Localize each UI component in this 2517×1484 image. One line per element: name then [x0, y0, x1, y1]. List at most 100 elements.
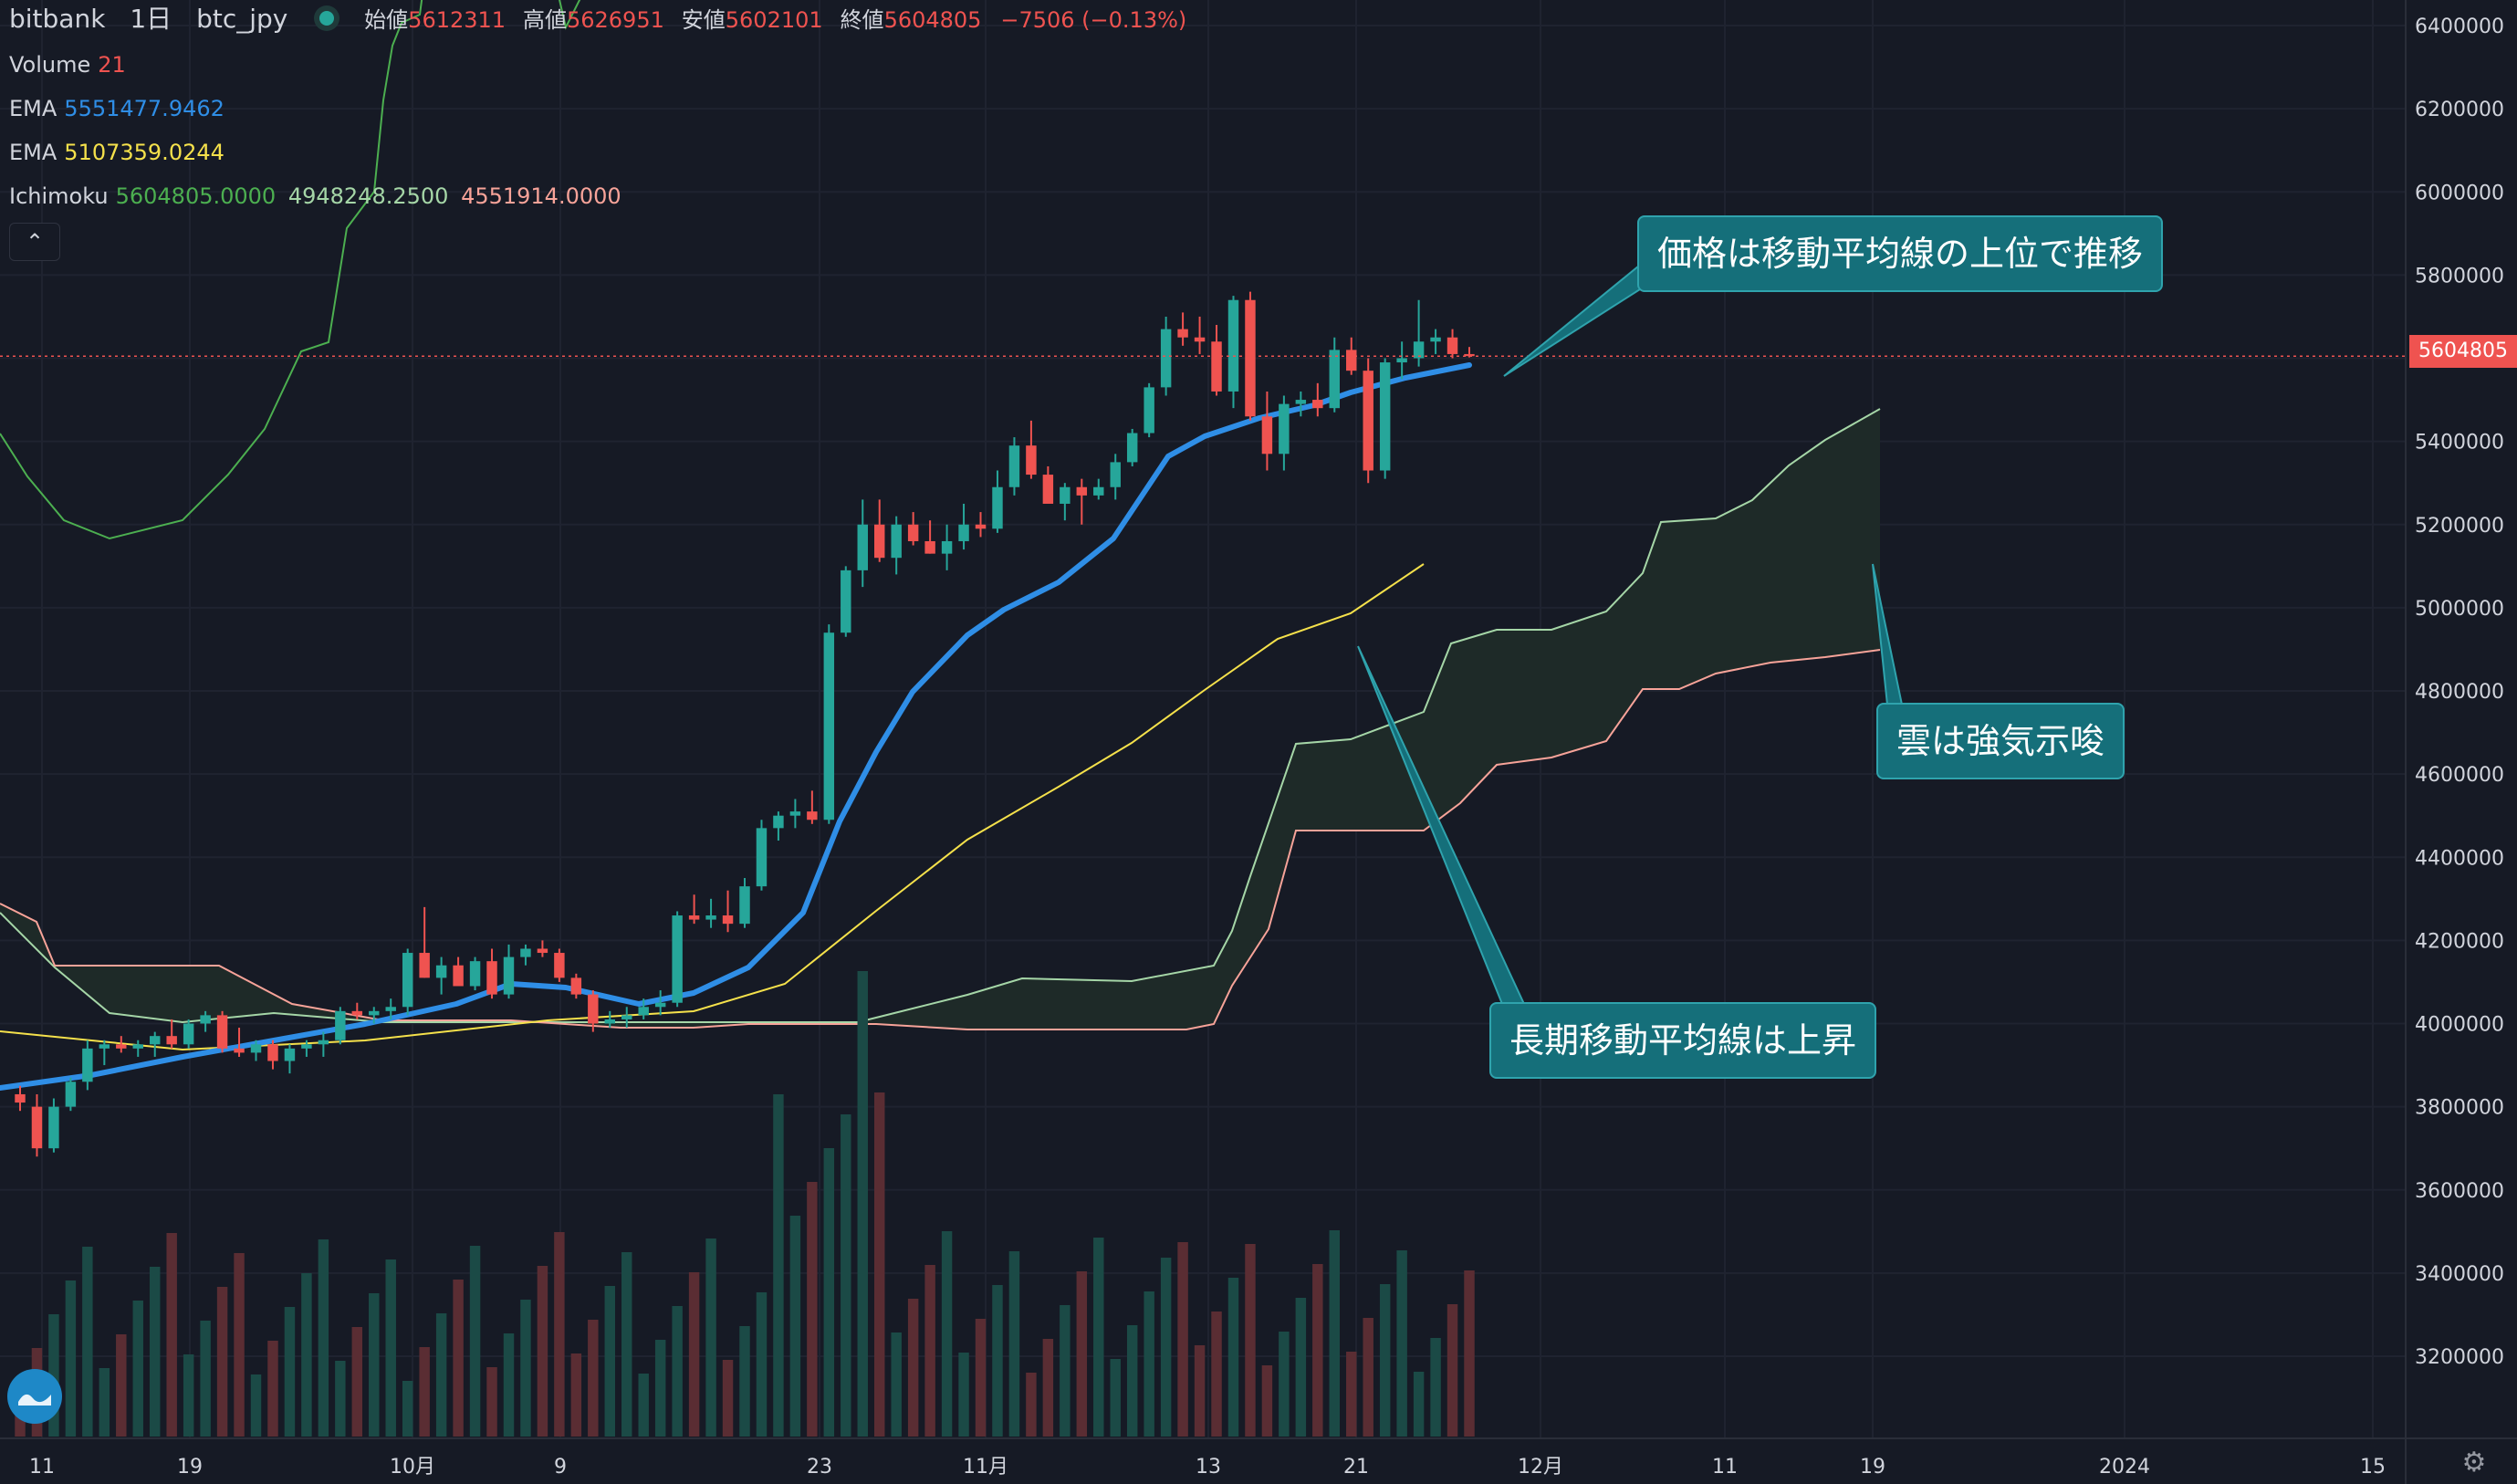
- volume-bar: [284, 1307, 296, 1437]
- volume-bar: [132, 1301, 143, 1437]
- candle-body: [250, 1044, 262, 1053]
- candle-body: [453, 965, 464, 987]
- candle-body: [924, 540, 935, 554]
- volume-bar: [1346, 1352, 1357, 1437]
- price-axis-label: 5800000: [2415, 265, 2504, 287]
- ema-fast-legend[interactable]: EMA 5551477.9462: [9, 95, 225, 122]
- volume-legend[interactable]: Volume 21: [9, 51, 126, 78]
- candle-body: [318, 1040, 329, 1045]
- candle-body: [48, 1106, 59, 1149]
- volume-bar: [992, 1285, 1003, 1437]
- candle-body: [958, 524, 969, 541]
- volume-bar: [419, 1347, 430, 1437]
- open-value: 5612311: [408, 7, 507, 33]
- candle-body: [621, 1015, 632, 1019]
- candle-body: [234, 1048, 245, 1053]
- candle-body: [1464, 353, 1475, 357]
- volume-bar: [907, 1299, 919, 1437]
- candle-body: [1076, 486, 1088, 496]
- candle-body: [722, 915, 734, 925]
- time-axis-label: 9: [554, 1456, 567, 1479]
- volume-bar: [604, 1286, 616, 1437]
- volume-bar: [722, 1360, 734, 1437]
- price-axis-label: 5400000: [2415, 432, 2504, 455]
- ichimoku-lagging-span: [0, 0, 581, 540]
- candle-body: [1060, 486, 1071, 504]
- time-axis-label: 19: [177, 1456, 203, 1479]
- ichimoku-cloud: [0, 409, 1880, 1029]
- volume-bar: [924, 1265, 935, 1437]
- volume-bar: [520, 1300, 531, 1437]
- callout-price-above-ma: 価格は移動平均線の上位で推移: [1637, 215, 2164, 292]
- volume-bar: [99, 1368, 110, 1437]
- volume-bar: [1093, 1238, 1104, 1437]
- candle-body: [688, 915, 700, 920]
- candle-body: [216, 1015, 228, 1049]
- candle-body: [1312, 400, 1323, 409]
- price-axis-label: 4800000: [2415, 681, 2504, 704]
- time-axis-label: 10月: [390, 1456, 435, 1479]
- candle-body: [1261, 416, 1273, 455]
- ema-fast-line: [0, 362, 1472, 1091]
- ichimoku-value-2: 4948248.2500: [287, 183, 449, 209]
- symbol: btc_jpy: [196, 4, 288, 34]
- ichimoku-value-1: 5604805.0000: [115, 183, 277, 209]
- volume-bar: [1144, 1291, 1154, 1437]
- volume-bar: [958, 1353, 969, 1437]
- price-axis-label: 3800000: [2415, 1097, 2504, 1120]
- volume-bar: [385, 1259, 396, 1437]
- volume-bar: [1329, 1230, 1341, 1437]
- candle-body: [1413, 341, 1425, 359]
- volume-bar: [149, 1267, 161, 1437]
- volume-bar: [250, 1374, 262, 1437]
- candle-body: [1379, 362, 1391, 471]
- candle-body: [1279, 403, 1290, 455]
- volume-bar: [1026, 1373, 1037, 1437]
- candle-body: [857, 524, 868, 570]
- time-axis-label: 13: [1196, 1456, 1221, 1479]
- volume-bar: [183, 1354, 194, 1437]
- ichimoku-label: Ichimoku: [9, 183, 109, 209]
- volume-bar: [941, 1231, 953, 1437]
- candle-body: [65, 1082, 77, 1107]
- volume-bar: [857, 971, 868, 1437]
- candle-body: [1194, 337, 1206, 342]
- time-axis-label: 12月: [1518, 1456, 1563, 1479]
- candle-body: [756, 828, 768, 887]
- candle-body: [789, 811, 801, 816]
- candle-body: [82, 1048, 93, 1082]
- candle-body: [1446, 337, 1458, 354]
- candle-body: [149, 1036, 161, 1045]
- candle-body: [823, 632, 835, 820]
- time-axis-label: 2024: [2099, 1456, 2150, 1479]
- candle-body: [1160, 329, 1172, 388]
- high-label: 高値: [522, 7, 567, 33]
- volume-value: 21: [98, 52, 126, 78]
- ichimoku-value-3: 4551914.0000: [461, 183, 621, 209]
- low-value: 5602101: [725, 7, 823, 33]
- price-axis-label: 4400000: [2415, 847, 2504, 870]
- ema-slow-legend[interactable]: EMA 5107359.0244: [9, 139, 225, 166]
- ichimoku-legend[interactable]: Ichimoku 5604805.0000 4948248.2500 455191…: [9, 183, 621, 210]
- candle-body: [1295, 400, 1307, 404]
- gear-icon[interactable]: ⚙: [2461, 1447, 2487, 1479]
- bitbank-wave-icon[interactable]: [7, 1369, 62, 1424]
- candle-body: [654, 1002, 666, 1008]
- candle-body: [31, 1106, 43, 1149]
- volume-bar: [1177, 1242, 1188, 1437]
- volume-bar: [1194, 1345, 1206, 1437]
- change-value: −7506 (−0.13%): [1000, 7, 1187, 33]
- collapse-legend-button[interactable]: ⌃: [9, 223, 60, 261]
- candle-body: [469, 961, 481, 987]
- volume-bar: [351, 1327, 363, 1437]
- time-axis-label: 19: [1860, 1456, 1885, 1479]
- candle-body: [537, 948, 548, 954]
- time-axis-label: 11: [29, 1456, 55, 1479]
- candle-body: [773, 815, 784, 829]
- price-axis-label: 6000000: [2415, 182, 2504, 204]
- price-axis-label: 6200000: [2415, 99, 2504, 121]
- volume-bar: [789, 1216, 801, 1437]
- candle-body: [1227, 299, 1239, 392]
- candle-body: [604, 1019, 616, 1024]
